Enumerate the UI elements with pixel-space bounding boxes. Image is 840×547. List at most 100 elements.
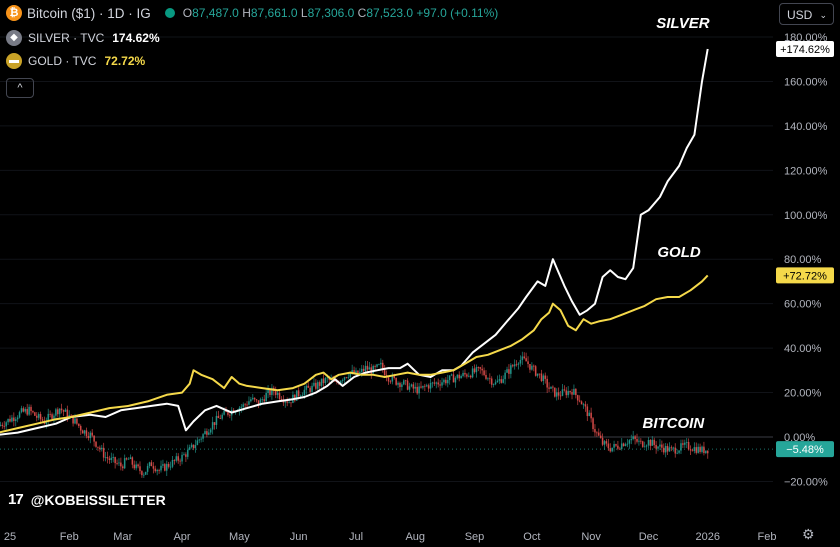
bitcoin-candle: [368, 367, 371, 370]
currency-select[interactable]: USD ⌄: [779, 3, 834, 25]
bitcoin-candle: [20, 408, 23, 413]
bitcoin-candle: [274, 391, 277, 395]
bitcoin-candle: [511, 365, 514, 367]
bitcoin-candle: [508, 369, 510, 374]
bitcoin-candle: [24, 409, 27, 412]
bitcoin-candle: [83, 430, 86, 434]
bitcoin-candle: [666, 446, 669, 452]
bitcoin-candle: [290, 402, 292, 404]
bitcoin-candle: [322, 378, 325, 384]
bitcoin-candle: [351, 370, 353, 373]
bitcoin-candle: [364, 365, 367, 372]
bitcoin-candle: [357, 370, 359, 375]
bitcoin-candle: [662, 447, 665, 453]
bitcoin-candle: [99, 447, 101, 450]
bitcoin-candle: [422, 385, 424, 388]
bitcoin-candle: [691, 450, 694, 452]
bitcoin-candle: [186, 449, 189, 457]
bitcoin-candle: [150, 462, 153, 467]
bitcoin-candle: [502, 379, 504, 383]
gear-icon[interactable]: ⚙: [802, 526, 815, 542]
bitcoin-candles: [0, 351, 709, 478]
bitcoin-candle: [45, 421, 48, 424]
bitcoin-candle: [496, 380, 499, 383]
bitcoin-candle: [525, 358, 527, 362]
bitcoin-candle: [456, 374, 459, 378]
bitcoin-candle: [3, 425, 6, 427]
bitcoin-candle: [487, 378, 489, 380]
bitcoin-candle: [171, 459, 174, 467]
bitcoin-candle: [137, 464, 139, 467]
bitcoin-candle: [269, 389, 271, 395]
bitcoin-candle: [494, 382, 497, 385]
bitcoin-candle: [697, 446, 699, 453]
bitcoin-candle: [599, 435, 602, 438]
bitcoin-candle: [475, 367, 478, 373]
symbol-title[interactable]: Bitcoin ($1) · 1D · IG: [27, 5, 151, 21]
bitcoin-candle: [16, 417, 19, 420]
bitcoin-candle: [395, 377, 397, 385]
bitcoin-candle: [47, 413, 50, 422]
bitcoin-candle: [404, 380, 407, 382]
bitcoin-candle: [93, 435, 95, 442]
y-tick-label: 80.00%: [784, 254, 822, 266]
bitcoin-candle: [682, 443, 684, 445]
y-tick-label: 140.00%: [784, 121, 828, 133]
series-lines: [0, 48, 709, 436]
bitcoin-candle: [146, 465, 149, 472]
bitcoin-candle: [39, 414, 42, 420]
bitcoin-candle: [200, 438, 202, 440]
bitcoin-candle: [55, 409, 57, 416]
bitcoin-candle: [271, 387, 273, 395]
x-tick-label: Feb: [758, 531, 777, 543]
bitcoin-candle: [37, 414, 40, 418]
bitcoin-candle: [540, 373, 543, 382]
bitcoin-candle: [546, 378, 548, 388]
bitcoin-candle: [7, 418, 9, 423]
bitcoin-candle: [552, 386, 554, 388]
bitcoin-candle: [251, 397, 254, 400]
collapse-legend-button[interactable]: ^: [6, 78, 34, 98]
bitcoin-candle: [374, 366, 376, 367]
bitcoin-candle: [206, 431, 208, 435]
bitcoin-candle: [30, 406, 32, 412]
bitcoin-candle: [534, 366, 537, 376]
bitcoin-candle: [127, 458, 130, 460]
bitcoin-candle: [349, 372, 352, 378]
bitcoin-candle: [454, 377, 457, 383]
bitcoin-candle: [167, 463, 170, 467]
legend-silver[interactable]: ◆ SILVER · TVC 174.62%: [6, 30, 160, 46]
bitcoin-candle: [9, 418, 11, 422]
bitcoin-candle: [414, 386, 417, 389]
bitcoin-candle: [471, 368, 474, 378]
bitcoin-candle: [706, 450, 709, 454]
bitcoin-candle: [542, 375, 545, 382]
bitcoin-candle: [318, 382, 321, 386]
bitcoin-candle: [439, 384, 441, 386]
bitcoin-icon: ₿: [6, 5, 22, 21]
x-tick-label: Nov: [581, 531, 601, 543]
bitcoin-candle: [563, 389, 566, 391]
bitcoin-candle: [295, 390, 298, 401]
legend-gold[interactable]: ▬ GOLD · TVC 72.72%: [6, 53, 145, 69]
bitcoin-candle: [380, 362, 382, 365]
bitcoin-candle: [632, 436, 634, 439]
bitcoin-candle: [672, 447, 675, 449]
bitcoin-candle: [619, 448, 621, 450]
bitcoin-candle: [510, 365, 512, 374]
bitcoin-candle: [343, 377, 346, 380]
legend-gold-label: GOLD · TVC: [28, 54, 97, 68]
bitcoin-candle: [429, 382, 432, 389]
bitcoin-candle: [513, 364, 516, 367]
bitcoin-candle: [225, 410, 227, 413]
bitcoin-candle: [53, 415, 55, 420]
bitcoin-candle: [359, 371, 361, 375]
bitcoin-candle: [609, 448, 612, 452]
bitcoin-candle: [341, 379, 344, 381]
bitcoin-candle: [664, 446, 667, 453]
bitcoin-candle: [517, 363, 520, 365]
bitcoin-candle: [412, 384, 415, 389]
bitcoin-candle: [165, 463, 168, 471]
bitcoin-candle: [307, 385, 310, 388]
